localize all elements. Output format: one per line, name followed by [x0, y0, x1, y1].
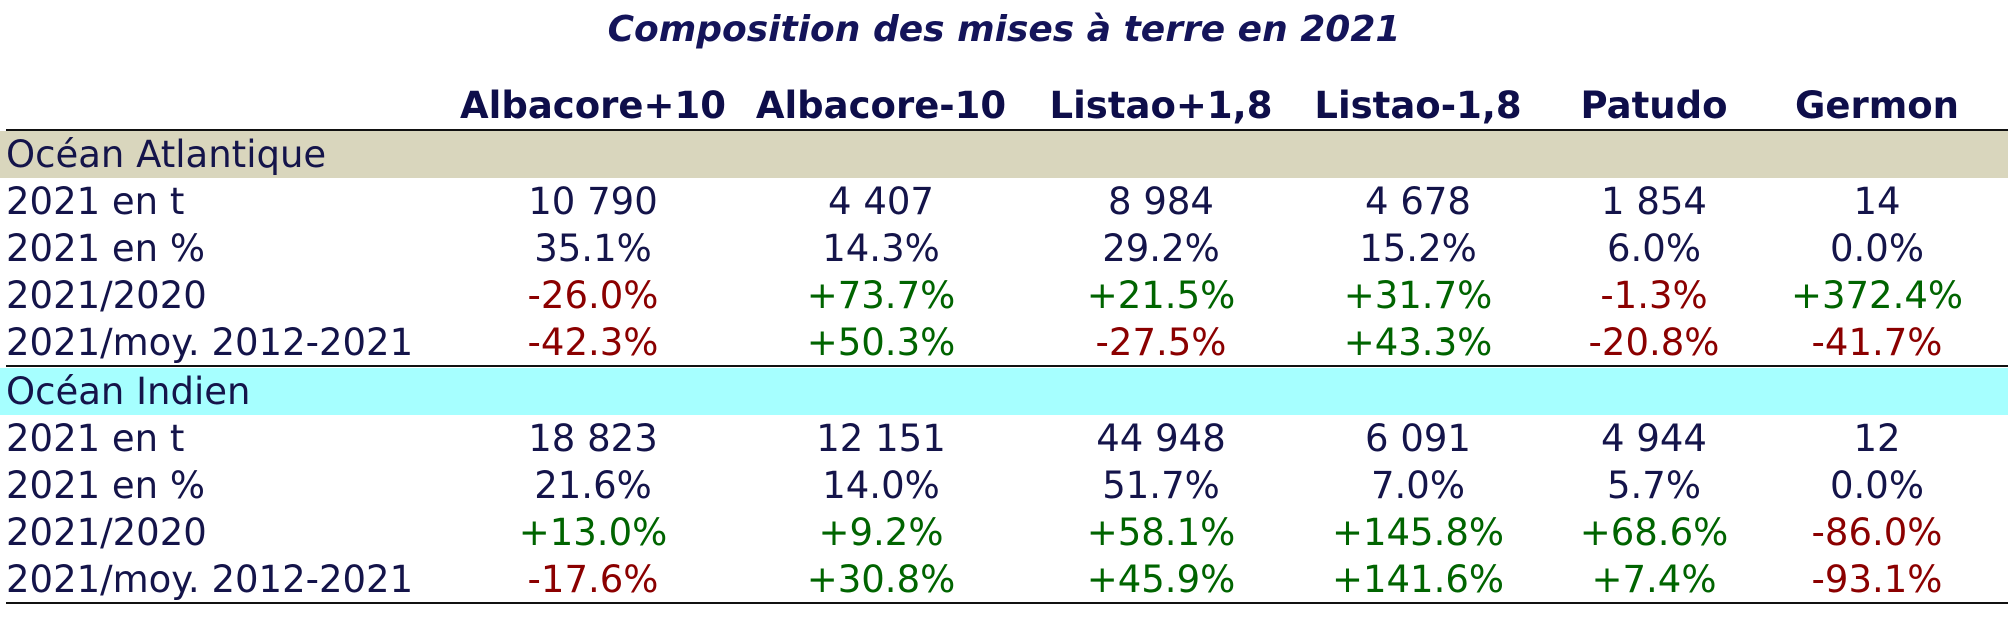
cell: -41.7%: [1811, 321, 1943, 364]
row-label: 2021/2020: [6, 511, 207, 554]
cell: +21.5%: [1086, 274, 1236, 317]
cell: -1.3%: [1600, 274, 1708, 317]
section-band: [0, 131, 2008, 178]
column-header: Germon: [1794, 84, 1960, 127]
cell: +372.4%: [1790, 274, 1964, 317]
cell: 4 944: [1601, 417, 1707, 460]
cell: +141.6%: [1331, 558, 1505, 601]
row-label: 2021 en t: [6, 417, 185, 460]
header-rule: [6, 129, 2008, 131]
cell: -93.1%: [1811, 558, 1943, 601]
column-header: Listao+1,8: [1049, 84, 1273, 127]
cell: 44 948: [1096, 417, 1226, 460]
cell: -26.0%: [527, 274, 659, 317]
cell: 15.2%: [1359, 227, 1477, 270]
cell: -27.5%: [1095, 321, 1227, 364]
cell: 12 151: [816, 417, 946, 460]
cell: 51.7%: [1102, 464, 1220, 507]
column-header: Listao-1,8: [1314, 84, 1522, 127]
cell: +9.2%: [818, 511, 944, 554]
cell: 14.3%: [822, 227, 940, 270]
row-label: 2021 en %: [6, 464, 206, 507]
table-title: Composition des mises à terre en 2021: [607, 9, 1401, 50]
column-header: Albacore-10: [755, 84, 1007, 127]
cell: 0.0%: [1830, 227, 1924, 270]
section-rule: [6, 602, 2008, 604]
cell: +7.4%: [1591, 558, 1717, 601]
cell: +68.6%: [1579, 511, 1729, 554]
cell: 4 678: [1365, 180, 1471, 223]
cell: 0.0%: [1830, 464, 1924, 507]
row-label: 2021 en %: [6, 227, 206, 270]
cell: +30.8%: [806, 558, 956, 601]
section-name: Océan Indien: [6, 370, 251, 413]
section-band: [0, 368, 2008, 415]
cell: 1 854: [1601, 180, 1707, 223]
cell: -17.6%: [527, 558, 659, 601]
cell: +58.1%: [1086, 511, 1236, 554]
cell: -42.3%: [527, 321, 659, 364]
cell: 21.6%: [534, 464, 652, 507]
cell: -86.0%: [1811, 511, 1943, 554]
cell: 18 823: [528, 417, 658, 460]
cell: 12: [1853, 417, 1901, 460]
column-header: Patudo: [1580, 84, 1728, 127]
cell: 14.0%: [822, 464, 940, 507]
cell: +50.3%: [806, 321, 956, 364]
row-label: 2021 en t: [6, 180, 185, 223]
cell: +145.8%: [1331, 511, 1505, 554]
cell: +43.3%: [1343, 321, 1493, 364]
cell: +13.0%: [518, 511, 668, 554]
row-label: 2021/moy. 2012-2021: [6, 321, 414, 364]
cell: 5.7%: [1607, 464, 1701, 507]
cell: 14: [1853, 180, 1901, 223]
row-label: 2021/2020: [6, 274, 207, 317]
row-label: 2021/moy. 2012-2021: [6, 558, 414, 601]
cell: 10 790: [528, 180, 658, 223]
cell: 8 984: [1108, 180, 1214, 223]
cell: 4 407: [828, 180, 934, 223]
cell: +31.7%: [1343, 274, 1493, 317]
cell: -20.8%: [1588, 321, 1720, 364]
column-header: Albacore+10: [460, 84, 726, 127]
section-name: Océan Atlantique: [6, 133, 327, 176]
cell: 7.0%: [1371, 464, 1465, 507]
cell: 6 091: [1365, 417, 1471, 460]
cell: 35.1%: [534, 227, 652, 270]
cell: 29.2%: [1102, 227, 1220, 270]
section-rule: [6, 365, 2008, 367]
cell: +73.7%: [806, 274, 956, 317]
cell: +45.9%: [1086, 558, 1236, 601]
cell: 6.0%: [1607, 227, 1701, 270]
